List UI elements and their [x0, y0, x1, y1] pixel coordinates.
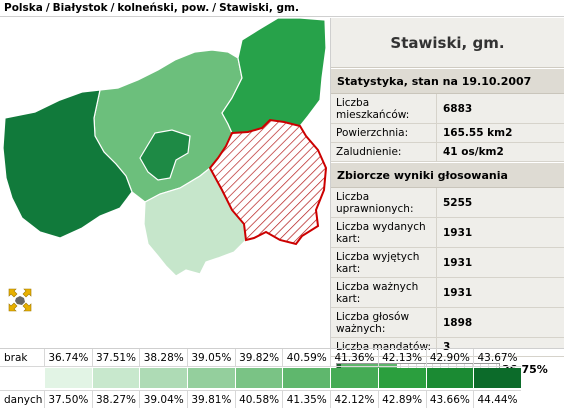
legend-value-from: 40.59% [282, 349, 330, 366]
result-row-valid-cards: Liczba ważnych kart: 1931 [331, 278, 564, 308]
legend-value-from: 39.05% [187, 349, 235, 366]
breadcrumb-separator: / [212, 2, 217, 14]
info-panel: Stawiski, gm. Statystyka, stan na 19.10.… [331, 18, 564, 376]
stat-row-density: Zaludnienie: 41 os/km2 [331, 143, 564, 162]
result-label: Liczba głosów ważnych: [331, 308, 437, 337]
legend-swatch [44, 368, 92, 388]
result-value: 5255 [443, 196, 473, 209]
result-label: Liczba wydanych kart: [331, 218, 437, 247]
stats-header: Statystyka, stan na 19.10.2007 [331, 68, 564, 94]
legend-swatch [473, 368, 521, 388]
legend-value-from: 43.67% [473, 349, 521, 366]
breadcrumb-item-commune[interactable]: Stawiski, gm. [219, 2, 299, 14]
result-label: Liczba ważnych kart: [331, 278, 437, 307]
legend-value-to: 37.50% [44, 391, 92, 408]
legend-value-from: 39.82% [234, 349, 283, 366]
legend-value-to: 42.89% [377, 391, 426, 408]
map-svg [2, 18, 328, 277]
legend-value-from: 38.28% [139, 349, 187, 366]
breadcrumb-separator: / [110, 2, 115, 14]
stat-label: Zaludnienie: [331, 143, 437, 161]
result-value: 1931 [443, 256, 473, 269]
zoom-out-icon[interactable] [8, 288, 32, 312]
map-region-inner[interactable] [139, 129, 191, 181]
stat-row-area: Powierzchnia: 165.55 km2 [331, 124, 564, 143]
breadcrumb: Polska / Białystok / kolneński, pow. / Stawisk… [0, 0, 564, 17]
result-row-removed: Liczba wyjętych kart: 1931 [331, 248, 564, 278]
choropleth-map [0, 18, 331, 348]
map-region-west[interactable] [2, 89, 133, 239]
legend-value-from: 42.13% [377, 349, 426, 366]
stat-value: 41 os/km2 [443, 146, 504, 158]
legend: brak 36.74% 37.51% 38.28% 39.05% 39.82% … [0, 348, 564, 409]
stat-label: Powierzchnia: [331, 124, 437, 142]
legend-value-to: 42.12% [330, 391, 378, 408]
result-row-issued: Liczba wydanych kart: 1931 [331, 218, 564, 248]
result-value: 3 [443, 341, 451, 353]
panel-title: Stawiski, gm. [331, 18, 564, 68]
legend-row-from: brak 36.74% 37.51% 38.28% 39.05% 39.82% … [0, 349, 521, 367]
legend-swatch [377, 368, 426, 388]
legend-label-top: brak [4, 352, 28, 364]
breadcrumb-item-city[interactable]: Białystok [52, 2, 108, 14]
legend-swatch [91, 368, 140, 388]
map-region-selected-stawiski[interactable] [208, 118, 328, 246]
legend-row-swatches [0, 368, 521, 389]
legend-value-to: 40.58% [234, 391, 283, 408]
legend-swatch [139, 368, 188, 388]
legend-value-to: 39.04% [139, 391, 187, 408]
result-label: Liczba mandatów: [331, 338, 437, 356]
legend-label-bottom: danych [4, 394, 43, 406]
legend-value-from: 37.51% [91, 349, 140, 366]
legend-swatch [234, 368, 283, 388]
result-row-valid-votes: Liczba głosów ważnych: 1898 [331, 308, 564, 338]
legend-value-from: 36.74% [44, 349, 92, 366]
result-label: Liczba wyjętych kart: [331, 248, 437, 277]
legend-row-to: danych 37.50% 38.27% 39.04% 39.81% 40.58… [0, 390, 521, 408]
legend-value-to: 39.81% [187, 391, 235, 408]
legend-value-from: 42.90% [425, 349, 474, 366]
breadcrumb-separator: / [45, 2, 50, 14]
results-header: Zbiorcze wyniki głosowania [331, 162, 564, 188]
legend-swatch [187, 368, 235, 388]
result-row-eligible: Liczba uprawnionych: 5255 [331, 188, 564, 218]
stat-value: 165.55 km2 [443, 127, 513, 139]
legend-value-to: 41.35% [282, 391, 330, 408]
legend-value-to: 43.66% [425, 391, 474, 408]
legend-swatch [282, 368, 331, 388]
result-row-mandates: Liczba mandatów: 3 [331, 338, 564, 357]
result-value: 1898 [443, 316, 473, 329]
result-label: Liczba uprawnionych: [331, 188, 437, 217]
breadcrumb-item-country[interactable]: Polska [4, 2, 43, 14]
legend-value-from: 41.36% [330, 349, 378, 366]
legend-value-to: 44.44% [473, 391, 521, 408]
stat-row-population: Liczba mieszkańców: 6883 [331, 94, 564, 124]
legend-value-to: 38.27% [91, 391, 140, 408]
stat-value: 6883 [443, 102, 473, 115]
legend-swatch [330, 368, 378, 388]
breadcrumb-item-county[interactable]: kolneński, pow. [117, 2, 210, 14]
map-region-south[interactable] [143, 167, 247, 277]
result-value: 1931 [443, 286, 473, 299]
legend-swatch [425, 368, 474, 388]
legend-swatch-spacer [0, 368, 44, 389]
result-value: 1931 [443, 226, 473, 239]
stat-label: Liczba mieszkańców: [331, 94, 437, 123]
